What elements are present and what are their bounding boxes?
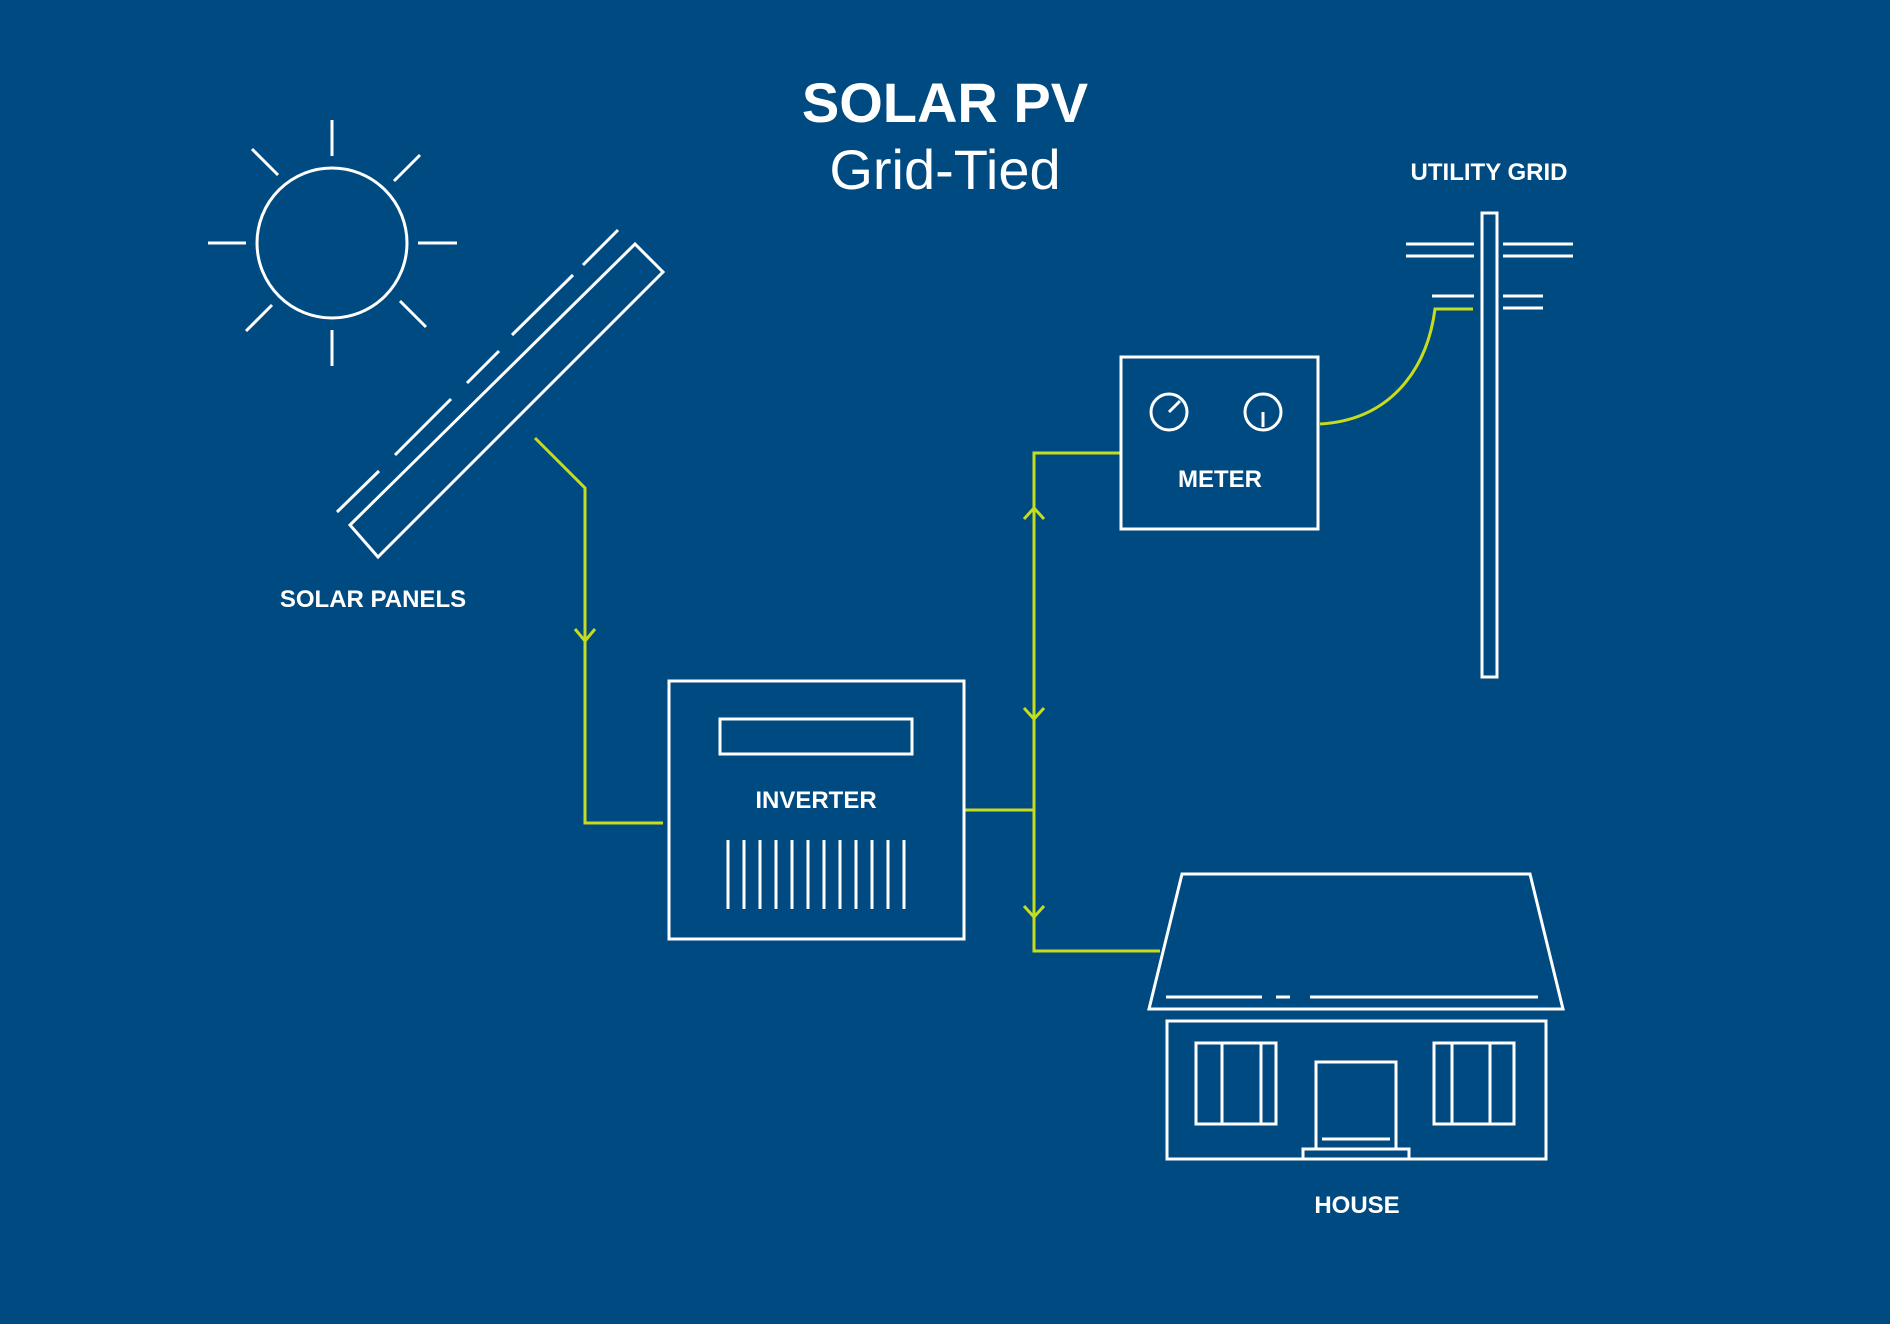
inverter-label: INVERTER bbox=[755, 787, 876, 814]
diagram-subtitle: Grid-Tied bbox=[829, 138, 1060, 201]
house-icon bbox=[1147, 872, 1565, 1161]
meter-label: METER bbox=[1178, 466, 1262, 493]
utility-grid-label: UTILITY GRID bbox=[1411, 159, 1568, 186]
meter-icon bbox=[1119, 355, 1320, 531]
house-label: HOUSE bbox=[1314, 1192, 1399, 1219]
solar-panel-icon bbox=[335, 228, 666, 560]
sun-icon bbox=[208, 120, 457, 366]
meter-to-grid-line bbox=[1319, 307, 1473, 426]
diagram-title: SOLAR PV bbox=[802, 71, 1088, 134]
utility-pole-icon bbox=[1406, 211, 1573, 679]
solar-panels-label: SOLAR PANELS bbox=[280, 586, 466, 613]
inverter-to-meter-and-house-line bbox=[964, 451, 1160, 953]
inverter-icon bbox=[667, 679, 966, 941]
panel-to-inverter-line bbox=[533, 436, 663, 825]
